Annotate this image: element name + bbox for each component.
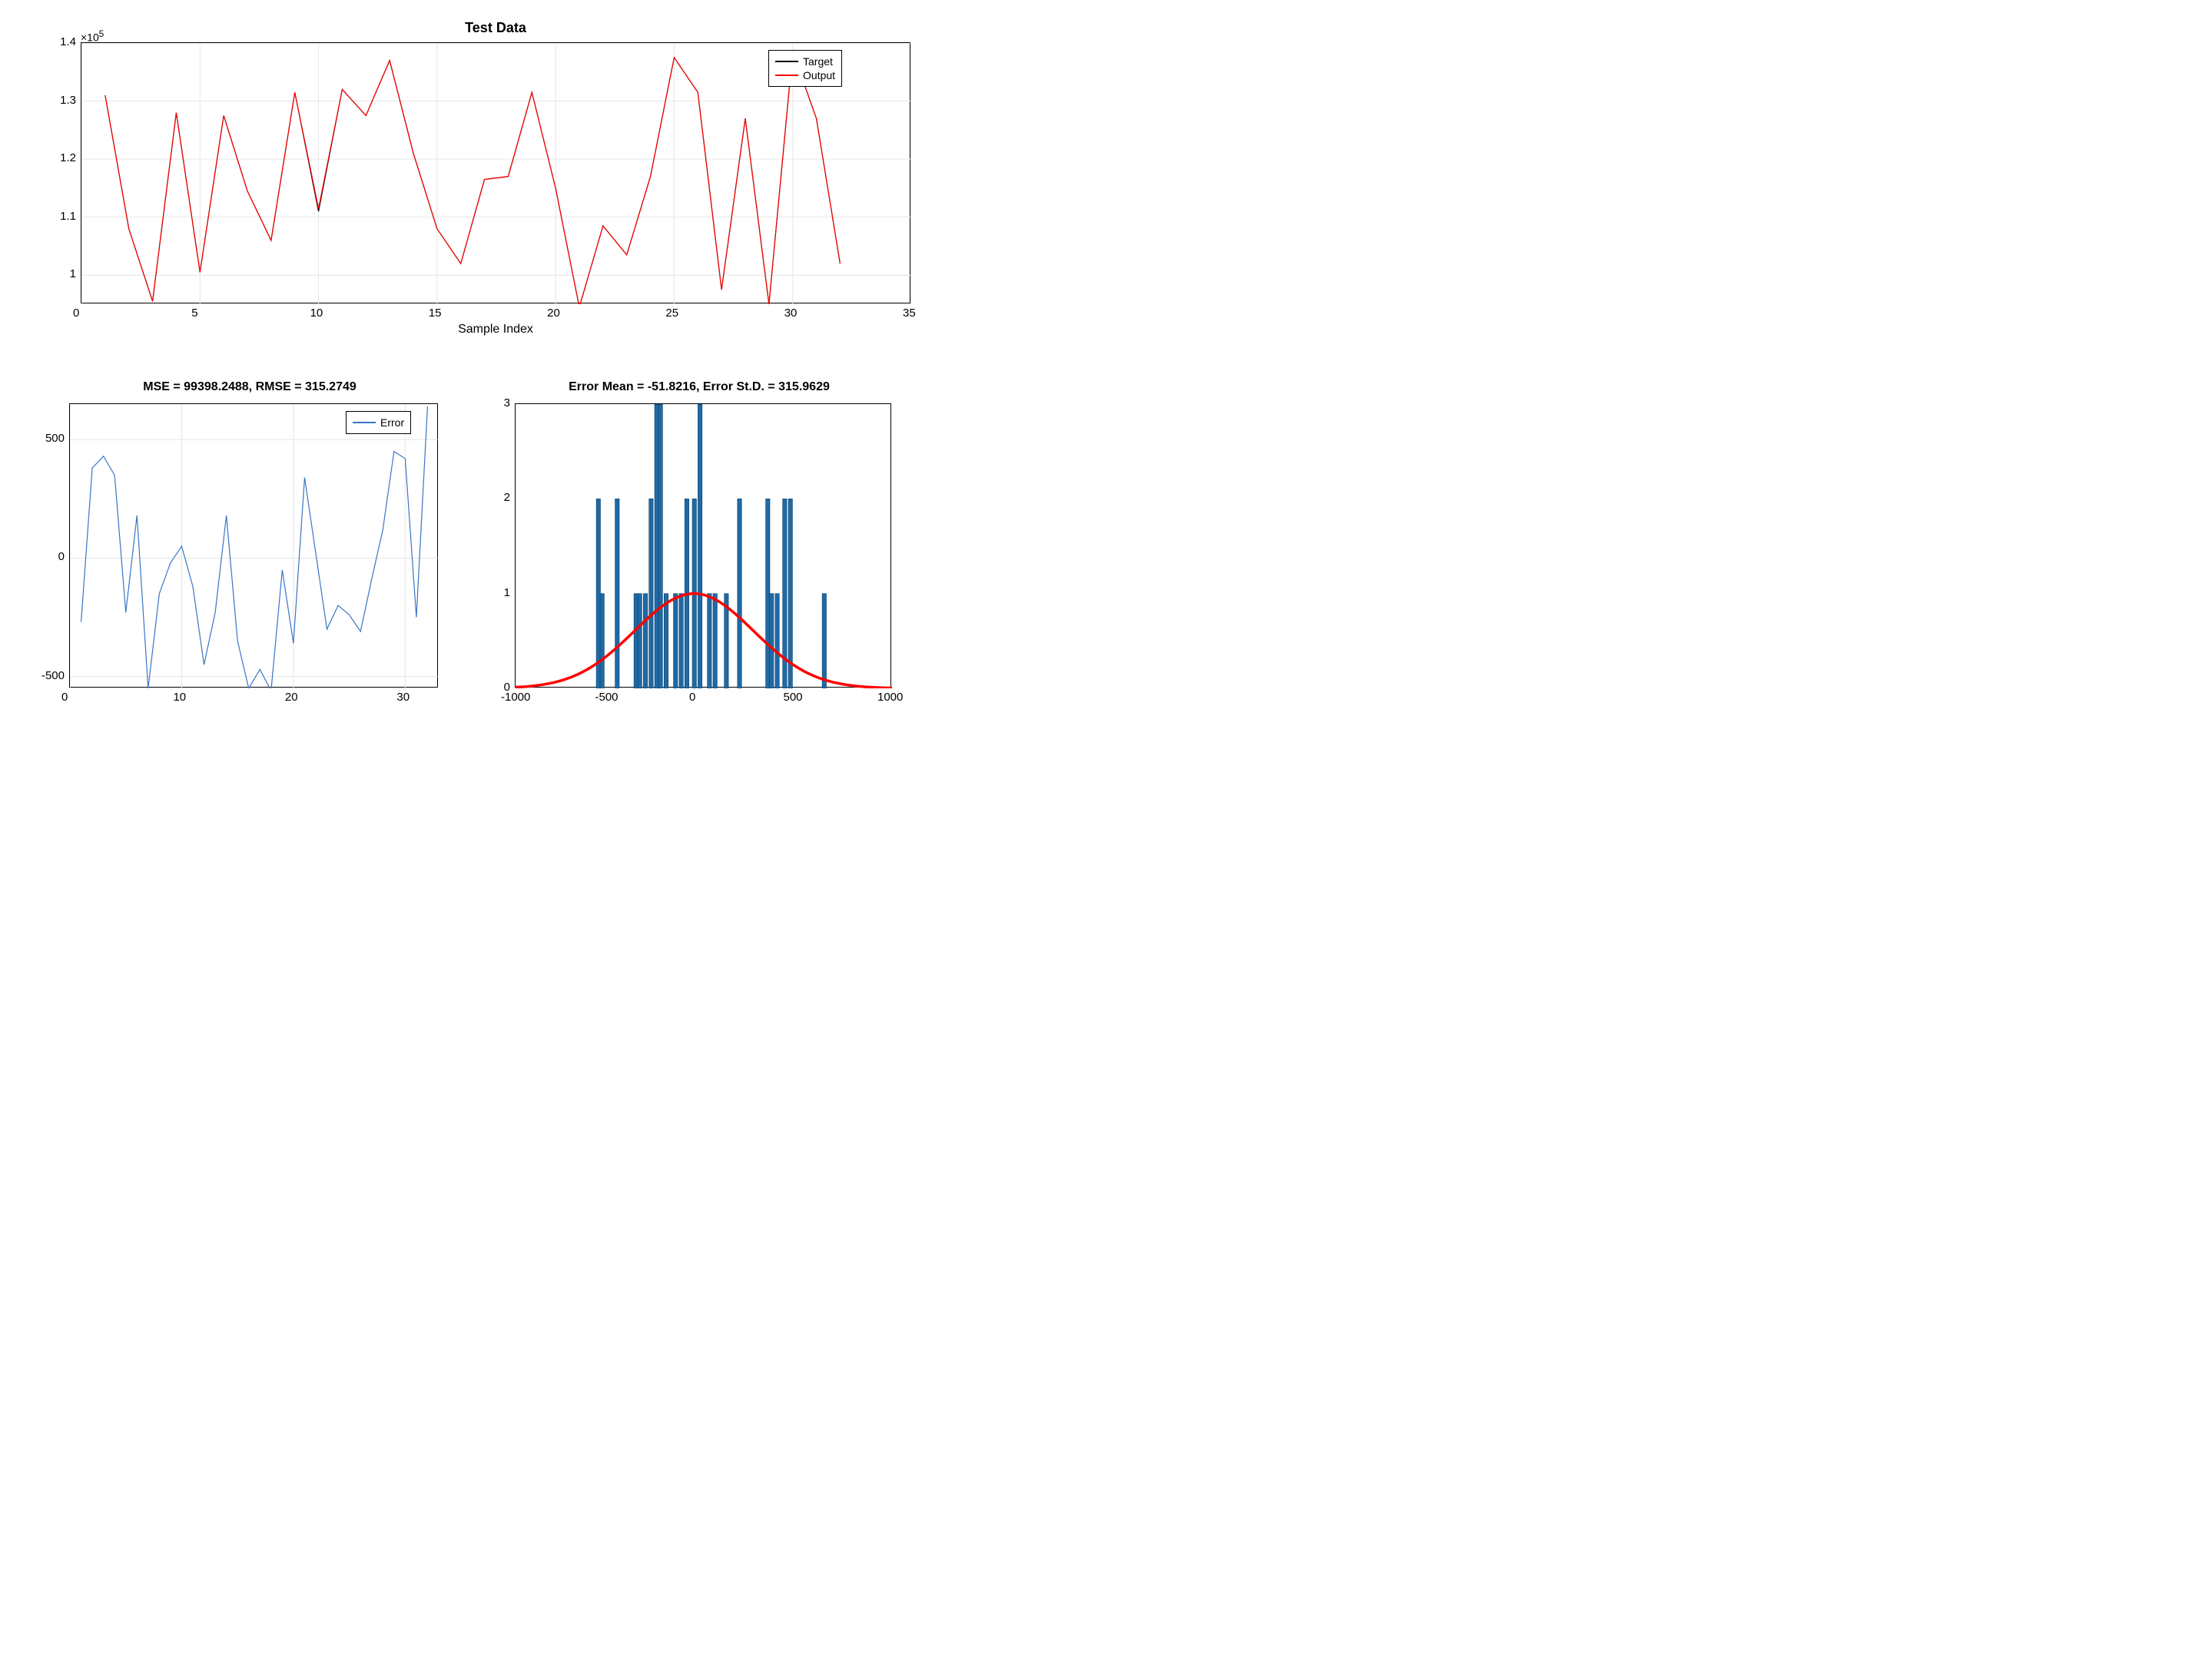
bl-plot-area <box>69 403 438 688</box>
top-ytick: 1.3 <box>60 94 76 107</box>
top-xtick: 0 <box>73 307 79 320</box>
bl-xtick: 10 <box>173 691 186 704</box>
top-ytick: 1 <box>70 267 76 280</box>
br-ytick: 3 <box>504 396 510 409</box>
figure: Test Data ×105 Target Output Sample Inde… <box>15 15 937 713</box>
top-xtick: 35 <box>903 307 916 320</box>
br-xtick: 500 <box>784 691 803 704</box>
legend-swatch-error <box>353 422 376 423</box>
legend-swatch-output <box>775 75 798 76</box>
bl-ytick: 0 <box>58 550 65 563</box>
exponent-sup: 5 <box>99 29 104 39</box>
top-xlabel: Sample Index <box>81 323 910 336</box>
bl-legend: Error <box>346 411 411 434</box>
legend-item-output: Output <box>775 69 835 81</box>
top-ytick: 1.1 <box>60 210 76 223</box>
br-xtick: -500 <box>595 691 618 704</box>
top-title: Test Data <box>81 20 910 36</box>
bl-xtick: 20 <box>285 691 298 704</box>
br-ytick: 0 <box>504 681 510 694</box>
top-ytick: 1.2 <box>60 151 76 164</box>
br-xtick: 0 <box>689 691 695 704</box>
bl-title: MSE = 99398.2488, RMSE = 315.2749 <box>31 380 469 394</box>
legend-label-output: Output <box>803 69 835 81</box>
br-title: Error Mean = -51.8216, Error St.D. = 315… <box>476 380 922 394</box>
br-ytick: 1 <box>504 586 510 599</box>
bl-ytick: 500 <box>45 432 65 445</box>
br-plot-area <box>515 403 891 688</box>
top-xtick: 5 <box>191 307 197 320</box>
top-xtick: 10 <box>310 307 323 320</box>
top-legend: Target Output <box>768 50 842 87</box>
top-ytick: 1.4 <box>60 35 76 48</box>
bl-svg <box>70 404 439 688</box>
top-xtick: 15 <box>429 307 442 320</box>
legend-label-target: Target <box>803 55 833 68</box>
br-xtick: 1000 <box>877 691 903 704</box>
top-xtick: 30 <box>784 307 798 320</box>
legend-item-error: Error <box>353 416 404 429</box>
top-xtick: 20 <box>547 307 560 320</box>
top-exponent: ×105 <box>81 29 104 44</box>
bl-xtick: 0 <box>61 691 68 704</box>
bl-xtick: 30 <box>396 691 410 704</box>
top-xtick: 25 <box>665 307 678 320</box>
legend-swatch-target <box>775 61 798 62</box>
bl-ytick: -500 <box>41 669 65 682</box>
legend-item-target: Target <box>775 55 835 68</box>
br-ytick: 2 <box>504 491 510 504</box>
br-svg <box>516 404 892 688</box>
legend-label-error: Error <box>380 416 404 429</box>
